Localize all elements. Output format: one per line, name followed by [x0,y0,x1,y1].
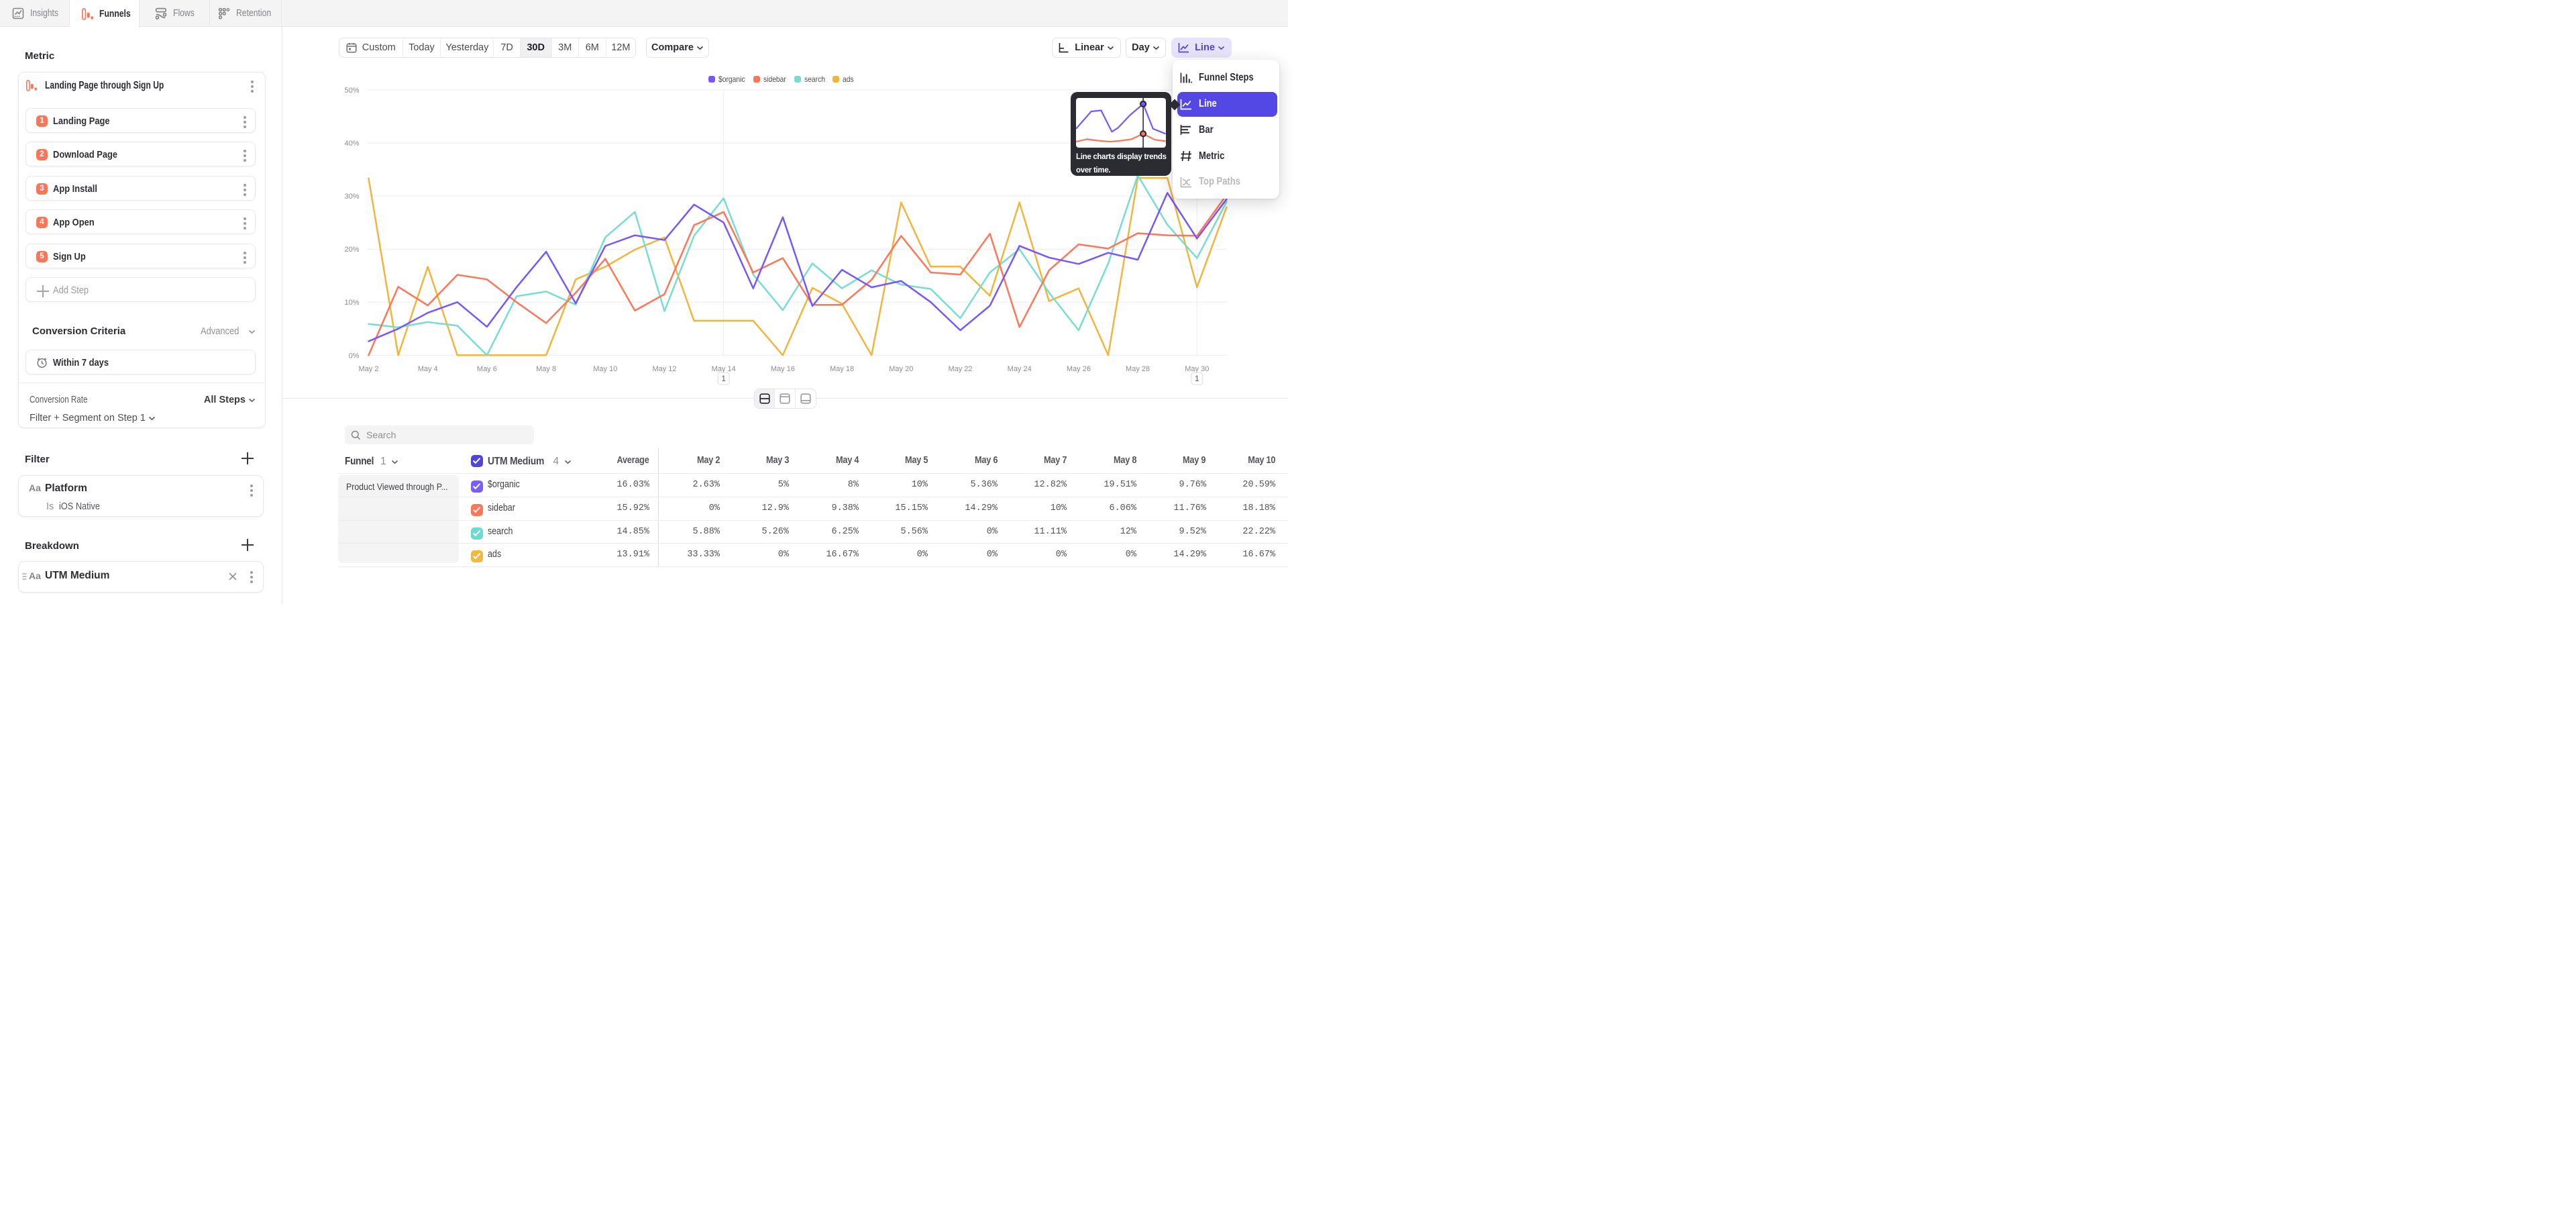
svg-text:May 8: May 8 [536,365,556,373]
svg-text:May 12: May 12 [652,365,676,373]
svg-text:0%: 0% [349,352,360,360]
svg-text:20%: 20% [344,246,359,254]
svg-text:May 4: May 4 [418,365,438,373]
svg-text:May 28: May 28 [1126,365,1150,373]
svg-text:May 20: May 20 [889,365,913,373]
svg-text:May 6: May 6 [477,365,497,373]
svg-text:40%: 40% [344,140,359,148]
svg-text:May 30: May 30 [1185,365,1209,373]
svg-text:May 16: May 16 [771,365,795,373]
svg-text:May 18: May 18 [830,365,854,373]
svg-text:30%: 30% [344,193,359,201]
svg-text:May 2: May 2 [359,365,379,373]
svg-text:May 10: May 10 [593,365,617,373]
svg-text:1: 1 [721,375,725,383]
svg-text:10%: 10% [344,299,359,307]
svg-text:May 24: May 24 [1008,365,1032,373]
svg-text:May 14: May 14 [712,365,736,373]
svg-text:1: 1 [1195,375,1199,383]
svg-text:May 22: May 22 [948,365,972,373]
svg-text:May 26: May 26 [1067,365,1091,373]
svg-text:50%: 50% [344,87,359,95]
